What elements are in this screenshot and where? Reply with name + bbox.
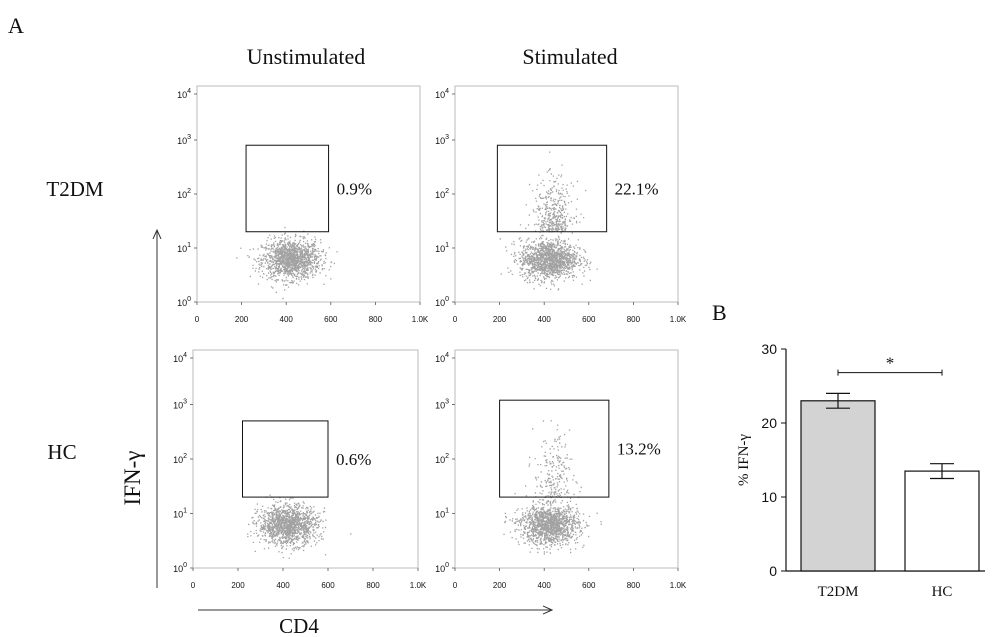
plot-frame xyxy=(454,349,679,569)
y-tick-label: 103 xyxy=(435,134,449,146)
x-tick-label: 800 xyxy=(627,581,641,590)
bar-y-axis-label: % IFN-γ xyxy=(736,434,752,486)
x-tick-label: 0 xyxy=(195,315,200,324)
error-bar xyxy=(826,392,850,409)
y-tick-label: 100 xyxy=(173,562,187,574)
y-tick-label: 101 xyxy=(177,242,191,254)
x-tick-label: 800 xyxy=(627,315,641,324)
x-tick-label: 200 xyxy=(231,581,245,590)
y-tick-label: 102 xyxy=(435,188,449,200)
x-tick-label: 200 xyxy=(235,315,249,324)
y-tick-label: 100 xyxy=(435,562,449,574)
bar-y-tick-label: 10 xyxy=(761,489,777,505)
y-tick-label: 100 xyxy=(435,296,449,308)
x-tick-label: 400 xyxy=(276,581,290,590)
x-axis-label: CD4 xyxy=(279,614,319,637)
y-tick-label: 102 xyxy=(173,453,187,465)
dot-plot-hc-stimulated: 100 101 102 103 104 0 200 400 600 800 1.0K 13.2% xyxy=(435,349,687,590)
y-tick-label: 101 xyxy=(173,508,187,520)
x-tick-label: 600 xyxy=(321,581,335,590)
row-label-t2dm: T2DM xyxy=(46,177,103,201)
error-bar xyxy=(930,463,954,480)
panel-a-label: A xyxy=(8,13,24,38)
col-header-unstimulated: Unstimulated xyxy=(247,44,366,69)
x-tick-label: 800 xyxy=(369,315,383,324)
y-tick-label: 104 xyxy=(173,352,187,364)
panel-b-label: B xyxy=(712,300,727,325)
gate-box xyxy=(245,144,330,233)
event-dots xyxy=(499,151,598,291)
x-tick-label: 200 xyxy=(493,315,507,324)
y-tick-label: 101 xyxy=(435,508,449,520)
row-label-hc: HC xyxy=(47,440,76,464)
dot-plot-hc-unstimulated: 100 101 102 103 104 0 200 400 600 800 1.0K 0.6% xyxy=(173,349,427,590)
x-tick-label: 400 xyxy=(538,581,552,590)
bar-y-tick-label: 30 xyxy=(761,341,777,357)
dot-plot-t2dm-stimulated: 100 101 102 103 104 0 200 400 600 800 1.0K 22.1% xyxy=(435,85,687,324)
y-tick-label: 102 xyxy=(435,453,449,465)
bar-t2dm xyxy=(800,400,876,572)
gate-percent: 0.9% xyxy=(337,179,372,198)
gate-percent: 0.6% xyxy=(336,450,371,469)
x-tick-label: 600 xyxy=(582,581,596,590)
col-header-stimulated: Stimulated xyxy=(522,44,617,69)
bar-category-label: T2DM xyxy=(818,584,859,600)
x-tick-label: 200 xyxy=(493,581,507,590)
x-tick-label: 800 xyxy=(366,581,380,590)
y-tick-label: 104 xyxy=(435,352,449,364)
significance-bracket xyxy=(837,369,943,376)
x-tick-label: 600 xyxy=(324,315,338,324)
bar-hc xyxy=(904,470,980,572)
x-tick-label: 400 xyxy=(280,315,294,324)
event-dots xyxy=(247,494,352,559)
significance-marker: * xyxy=(886,354,895,373)
bar-category-label: HC xyxy=(932,584,953,600)
y-tick-label: 104 xyxy=(177,88,191,100)
gate-box xyxy=(499,399,610,498)
x-tick-label: 1.0K xyxy=(670,581,687,590)
gate-percent: 13.2% xyxy=(617,440,661,459)
bar-y-tick-label: 20 xyxy=(761,415,777,431)
x-tick-label: 400 xyxy=(538,315,552,324)
gate-percent: 22.1% xyxy=(615,179,659,198)
x-tick-label: 1.0K xyxy=(410,581,427,590)
gate-box xyxy=(242,420,329,498)
y-tick-label: 104 xyxy=(435,88,449,100)
x-tick-label: 0 xyxy=(453,581,458,590)
dot-plot-t2dm-unstimulated: 100 101 102 103 104 0 200 400 600 800 1.0K 0.9% xyxy=(177,85,429,324)
bar-chart: 0 10 20 30 % IFN-γ T2DM HC * xyxy=(736,341,985,600)
y-tick-label: 102 xyxy=(177,188,191,200)
y-axis-label: IFN-γ xyxy=(120,451,145,506)
x-tick-label: 0 xyxy=(453,315,458,324)
y-tick-label: 100 xyxy=(177,296,191,308)
y-tick-label: 103 xyxy=(435,399,449,411)
plot-frame xyxy=(192,349,419,569)
event-dots xyxy=(503,420,602,555)
bar-y-tick-label: 0 xyxy=(769,563,777,579)
y-tick-label: 101 xyxy=(435,242,449,254)
gate-box xyxy=(496,144,608,233)
y-tick-label: 103 xyxy=(177,134,191,146)
x-tick-label: 600 xyxy=(582,315,596,324)
y-tick-label: 103 xyxy=(173,399,187,411)
x-tick-label: 1.0K xyxy=(412,315,429,324)
event-dots xyxy=(236,227,338,300)
x-tick-label: 1.0K xyxy=(670,315,687,324)
x-tick-label: 0 xyxy=(191,581,196,590)
